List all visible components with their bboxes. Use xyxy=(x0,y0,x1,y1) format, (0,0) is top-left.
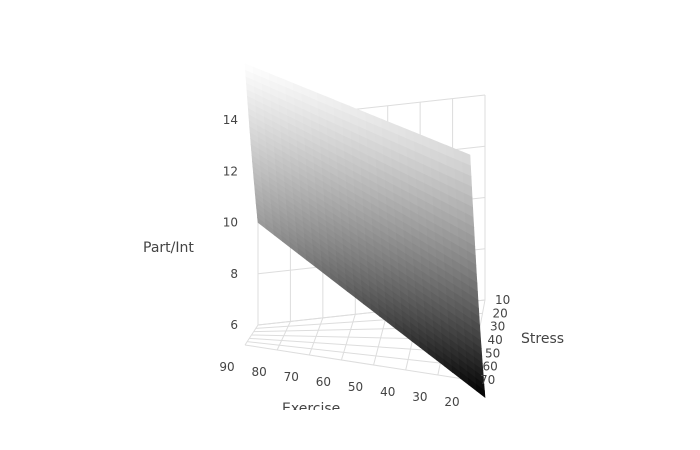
y-tick-label: 10 xyxy=(495,293,510,307)
x-tick-label: 20 xyxy=(444,395,459,409)
y-axis-title: Stress xyxy=(521,331,564,347)
y-tick-label: 50 xyxy=(485,346,500,360)
x-tick-label: 60 xyxy=(316,375,331,389)
z-tick-label: 6 xyxy=(230,318,238,332)
x-tick-label: 40 xyxy=(380,385,395,399)
x-tick-label: 30 xyxy=(412,390,427,404)
z-tick-label: 12 xyxy=(223,164,238,178)
x-tick-label: 70 xyxy=(284,370,299,384)
grid-line xyxy=(247,341,473,368)
y-tick-label: 20 xyxy=(493,306,508,320)
x-tick-label: 90 xyxy=(219,360,234,374)
y-tick-label: 60 xyxy=(483,360,498,374)
y-tick-label: 40 xyxy=(488,333,503,347)
x-axis-title: Exercise xyxy=(282,401,340,417)
surface-patch xyxy=(476,384,486,399)
z-tick-label: 8 xyxy=(230,267,238,281)
surface xyxy=(244,63,486,399)
y-tick-label: 30 xyxy=(490,320,505,334)
z-tick-label: 14 xyxy=(223,113,238,127)
x-tick-label: 80 xyxy=(252,365,267,379)
grid-line xyxy=(244,344,471,381)
z-axis-title: Part/Int xyxy=(143,240,194,256)
x-tick-label: 50 xyxy=(348,380,363,394)
y-tick-label: 70 xyxy=(480,373,495,387)
z-tick-label: 10 xyxy=(223,216,238,230)
